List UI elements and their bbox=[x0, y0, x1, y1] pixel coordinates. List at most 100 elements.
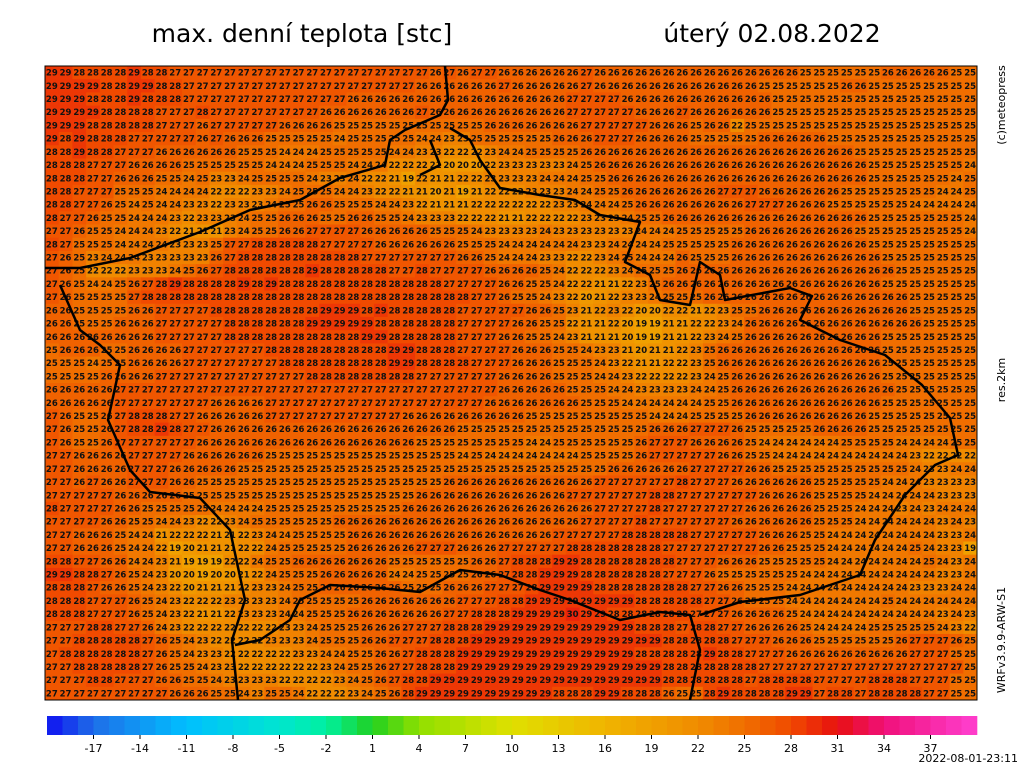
temperature-value: 25 bbox=[731, 333, 743, 343]
temperature-value: 27 bbox=[169, 399, 181, 409]
temperature-value: 25 bbox=[951, 386, 963, 396]
temperature-value: 27 bbox=[252, 69, 264, 79]
temperature-value: 28 bbox=[114, 108, 126, 118]
temperature-value: 27 bbox=[471, 346, 483, 356]
temperature-value: 24 bbox=[128, 240, 140, 250]
temperature-value: 26 bbox=[772, 187, 784, 197]
temperature-value: 24 bbox=[128, 227, 140, 237]
temperature-value: 24 bbox=[539, 174, 551, 184]
temperature-value: 29 bbox=[87, 108, 99, 118]
temperature-value: 28 bbox=[114, 135, 126, 145]
temperature-value: 22 bbox=[539, 201, 551, 211]
temperature-value: 25 bbox=[841, 69, 853, 79]
temperature-value: 28 bbox=[224, 293, 236, 303]
temperature-value: 26 bbox=[827, 346, 839, 356]
temperature-value: 26 bbox=[745, 82, 757, 92]
temperature-value: 26 bbox=[745, 267, 757, 277]
temperature-value: 27 bbox=[265, 399, 277, 409]
temperature-value: 26 bbox=[375, 227, 387, 237]
temperature-value: 28 bbox=[169, 95, 181, 105]
temperature-value: 26 bbox=[731, 148, 743, 158]
temperature-value: 25 bbox=[252, 148, 264, 158]
temperature-value: 25 bbox=[375, 121, 387, 131]
temperature-value: 27 bbox=[320, 69, 332, 79]
temperature-value: 26 bbox=[128, 320, 140, 330]
temperature-value: 25 bbox=[868, 227, 880, 237]
temperature-value: 26 bbox=[128, 346, 140, 356]
temperature-value: 22 bbox=[690, 333, 702, 343]
temperature-value: 28 bbox=[416, 359, 428, 369]
temperature-value: 27 bbox=[238, 95, 250, 105]
temperature-value: 25 bbox=[389, 121, 401, 131]
temperature-value: 24 bbox=[622, 267, 634, 277]
temperature-value: 28 bbox=[183, 280, 195, 290]
temperature-value: 25 bbox=[690, 121, 702, 131]
temperature-value: 23 bbox=[622, 293, 634, 303]
temperature-value: 28 bbox=[101, 121, 113, 131]
temperature-value: 26 bbox=[169, 161, 181, 171]
temperature-value: 28 bbox=[252, 306, 264, 316]
temperature-value: 26 bbox=[169, 346, 181, 356]
temperature-value: 26 bbox=[731, 267, 743, 277]
temperature-value: 26 bbox=[745, 240, 757, 250]
temperature-value: 27 bbox=[183, 95, 195, 105]
temperature-value: 26 bbox=[580, 148, 592, 158]
temperature-value: 27 bbox=[183, 333, 195, 343]
temperature-value: 27 bbox=[471, 280, 483, 290]
temperature-value: 29 bbox=[142, 82, 154, 92]
temperature-value: 22 bbox=[567, 293, 579, 303]
temperature-value: 25 bbox=[923, 359, 935, 369]
temperature-value: 26 bbox=[553, 95, 565, 105]
temperature-value: 25 bbox=[265, 148, 277, 158]
temperature-cell bbox=[689, 79, 704, 93]
temperature-value: 26 bbox=[663, 148, 675, 158]
temperature-value: 26 bbox=[676, 82, 688, 92]
temperature-value: 25 bbox=[676, 240, 688, 250]
temperature-value: 28 bbox=[210, 293, 222, 303]
temperature-value: 26 bbox=[745, 108, 757, 118]
temperature-value: 23 bbox=[443, 135, 455, 145]
temperature-value: 21 bbox=[608, 333, 620, 343]
temperature-value: 26 bbox=[827, 306, 839, 316]
temperature-value: 26 bbox=[594, 82, 606, 92]
temperature-value: 26 bbox=[60, 254, 72, 264]
temperature-value: 28 bbox=[430, 306, 442, 316]
temperature-value: 27 bbox=[485, 359, 497, 369]
temperature-value: 26 bbox=[567, 82, 579, 92]
temperature-value: 24 bbox=[608, 240, 620, 250]
temperature-value: 27 bbox=[60, 214, 72, 224]
temperature-value: 26 bbox=[539, 82, 551, 92]
temperature-cell bbox=[908, 66, 923, 80]
temperature-value: 25 bbox=[868, 201, 880, 211]
temperature-value: 25 bbox=[142, 187, 154, 197]
temperature-value: 26 bbox=[718, 161, 730, 171]
temperature-value: 24 bbox=[512, 254, 524, 264]
temperature-value: 26 bbox=[375, 240, 387, 250]
temperature-value: 26 bbox=[855, 214, 867, 224]
temperature-value: 26 bbox=[800, 386, 812, 396]
temperature-value: 22 bbox=[485, 214, 497, 224]
temperature-value: 26 bbox=[375, 95, 387, 105]
temperature-value: 25 bbox=[361, 148, 373, 158]
temperature-value: 26 bbox=[279, 121, 291, 131]
temperature-value: 26 bbox=[539, 121, 551, 131]
temperature-value: 27 bbox=[210, 372, 222, 382]
temperature-value: 24 bbox=[718, 333, 730, 343]
temperature-value: 26 bbox=[745, 359, 757, 369]
temperature-value: 24 bbox=[580, 187, 592, 197]
temperature-value: 26 bbox=[471, 254, 483, 264]
temperature-cell bbox=[127, 66, 142, 80]
temperature-value: 26 bbox=[498, 386, 510, 396]
temperature-value: 25 bbox=[114, 346, 126, 356]
temperature-value: 22 bbox=[676, 306, 688, 316]
temperature-value: 27 bbox=[594, 121, 606, 131]
temperature-cell bbox=[894, 66, 909, 80]
temperature-value: 25 bbox=[923, 267, 935, 277]
temperature-value: 27 bbox=[580, 82, 592, 92]
temperature-value: 27 bbox=[197, 386, 209, 396]
temperature-value: 25 bbox=[690, 227, 702, 237]
temperature-value: 25 bbox=[485, 135, 497, 145]
temperature-value: 26 bbox=[759, 320, 771, 330]
temperature-value: 21 bbox=[210, 227, 222, 237]
temperature-value: 27 bbox=[279, 82, 291, 92]
